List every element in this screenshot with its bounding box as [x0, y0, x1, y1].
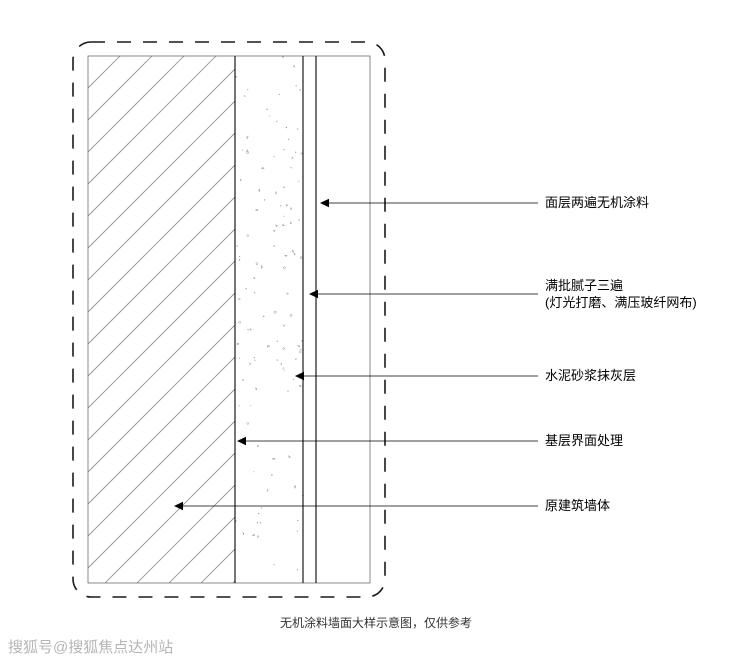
- diagram-svg: [0, 0, 740, 667]
- watermark-suffix: 搜狐焦点达州站: [68, 639, 173, 656]
- leader-arrow-putty: [309, 290, 318, 299]
- speckle-layer: [234, 55, 303, 570]
- outer-dashed-border: [73, 42, 385, 597]
- diagram-caption: 无机涂料墙面大样示意图，仅供参考: [280, 614, 472, 631]
- label-text-putty: 满批腻子三遍: [545, 278, 697, 295]
- label-wall: 原建筑墙体: [545, 498, 610, 515]
- watermark-prefix: 搜狐号@: [8, 639, 68, 656]
- label-mortar: 水泥砂浆抹灰层: [545, 368, 636, 385]
- leader-arrow-mortar: [295, 372, 304, 381]
- label-putty: 满批腻子三遍(灯光打磨、满压玻纤网布): [545, 278, 697, 312]
- label-text-mortar: 水泥砂浆抹灰层: [545, 368, 636, 385]
- label-text-coating: 面层两遍无机涂料: [545, 195, 649, 212]
- watermark: 搜狐号@搜狐焦点达州站: [8, 636, 173, 657]
- inner-rect: [88, 56, 370, 583]
- label-interface: 基层界面处理: [545, 433, 623, 450]
- label-sub-putty: (灯光打磨、满压玻纤网布): [545, 295, 697, 312]
- label-text-interface: 基层界面处理: [545, 433, 623, 450]
- leader-arrow-interface: [237, 437, 246, 446]
- label-coating: 面层两遍无机涂料: [545, 195, 649, 212]
- label-text-wall: 原建筑墙体: [545, 498, 610, 515]
- leader-arrow-coating: [320, 199, 329, 208]
